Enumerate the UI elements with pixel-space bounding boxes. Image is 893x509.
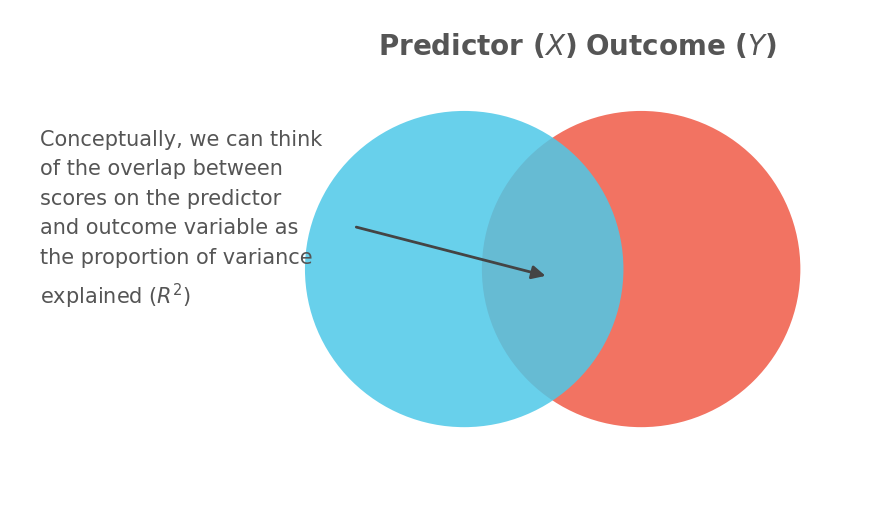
- Text: Predictor ($\mathit{X}$): Predictor ($\mathit{X}$): [379, 32, 577, 61]
- Ellipse shape: [305, 111, 623, 428]
- Text: Outcome ($\mathit{Y}$): Outcome ($\mathit{Y}$): [585, 32, 777, 61]
- Ellipse shape: [482, 111, 800, 428]
- Text: Conceptually, we can think
of the overlap between
scores on the predictor
and ou: Conceptually, we can think of the overla…: [39, 129, 321, 310]
